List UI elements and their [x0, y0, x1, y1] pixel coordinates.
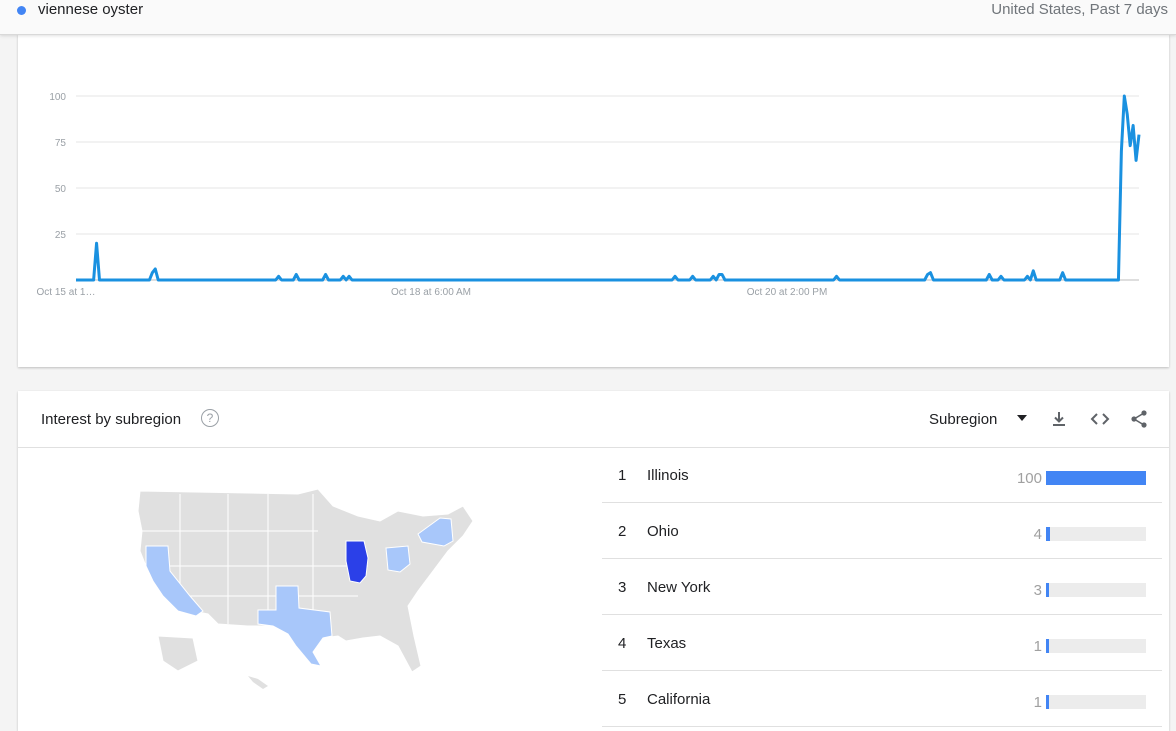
ranking-number: 2 — [618, 523, 627, 540]
subregion-ranking-list: 1 Illinois 100 2 Ohio 4 3 New York 3 4 T… — [602, 447, 1162, 727]
share-icon[interactable] — [1129, 409, 1149, 429]
ranking-bar — [1046, 471, 1146, 485]
y-tick-label: 100 — [49, 92, 66, 103]
ranking-bar — [1046, 639, 1146, 653]
x-tick-label: Oct 15 at 1… — [37, 287, 96, 298]
subregion-select[interactable]: Subregion — [929, 411, 998, 428]
region-header: Interest by subregion ? Subregion — [18, 391, 1169, 448]
y-tick-label: 50 — [55, 184, 67, 195]
ranking-bar-fill — [1046, 527, 1050, 541]
x-tick-label: Oct 18 at 6:00 AM — [391, 287, 471, 298]
scope-label: United States, Past 7 days — [991, 1, 1168, 18]
ranking-bar — [1046, 695, 1146, 709]
y-tick-label: 25 — [55, 230, 67, 241]
interest-over-time-chart[interactable]: 100 75 50 25 Oct 15 at 1… Oct 18 at 6:00 AM Oc… — [18, 34, 1169, 367]
state-texas[interactable] — [257, 585, 333, 667]
ranking-value: 1 — [1033, 638, 1042, 655]
ranking-bar-fill — [1046, 695, 1049, 709]
region-title: Interest by subregion — [41, 411, 182, 428]
ranking-name: Illinois — [647, 467, 689, 484]
us-subregion-map[interactable] — [118, 486, 498, 696]
ranking-number: 3 — [618, 579, 627, 596]
state-california[interactable] — [145, 545, 204, 617]
us-map-base — [137, 488, 474, 689]
ranking-row[interactable]: 4 Texas 1 — [602, 615, 1162, 671]
ranking-bar-fill — [1046, 639, 1049, 653]
ranking-number: 5 — [618, 691, 627, 708]
download-icon[interactable] — [1049, 409, 1069, 429]
ranking-bar — [1046, 527, 1146, 541]
ranking-value: 4 — [1033, 526, 1042, 543]
x-tick-label: Oct 20 at 2:00 PM — [747, 287, 828, 298]
ranking-value: 100 — [1016, 470, 1042, 487]
series-line[interactable] — [76, 94, 1141, 282]
y-tick-label: 75 — [55, 138, 67, 149]
ranking-row[interactable]: 1 Illinois 100 — [602, 447, 1162, 503]
embed-code-icon[interactable] — [1089, 409, 1111, 429]
ranking-name: New York — [647, 579, 711, 596]
state-ohio[interactable] — [385, 545, 411, 573]
ranking-value: 1 — [1033, 694, 1042, 711]
alaska-shape — [157, 635, 199, 672]
term-color-dot — [17, 6, 26, 15]
hawaii-shape — [248, 676, 268, 689]
state-illinois[interactable] — [345, 540, 369, 584]
interest-over-time-card: 100 75 50 25 Oct 15 at 1… Oct 18 at 6:00 AM Oc… — [18, 34, 1169, 367]
ranking-row[interactable]: 3 New York 3 — [602, 559, 1162, 615]
chevron-down-icon[interactable] — [1017, 415, 1027, 421]
ranking-number: 1 — [618, 467, 627, 484]
ranking-name: Texas — [647, 635, 687, 652]
ranking-name: California — [647, 691, 711, 708]
interest-by-subregion-card: Interest by subregion ? Subregion — [18, 391, 1169, 731]
help-icon[interactable]: ? — [201, 409, 219, 427]
ranking-bar — [1046, 583, 1146, 597]
ranking-bar-fill — [1046, 583, 1049, 597]
ranking-number: 4 — [618, 635, 627, 652]
search-term-label: viennese oyster — [38, 1, 144, 18]
ranking-bar-fill — [1046, 471, 1146, 485]
ranking-value: 3 — [1033, 582, 1042, 599]
search-term-bar: viennese oyster United States, Past 7 da… — [0, 0, 1176, 35]
state-new-york[interactable] — [417, 517, 454, 547]
ranking-row[interactable]: 5 California 1 — [602, 671, 1162, 727]
ranking-name: Ohio — [647, 523, 679, 540]
ranking-row[interactable]: 2 Ohio 4 — [602, 503, 1162, 559]
